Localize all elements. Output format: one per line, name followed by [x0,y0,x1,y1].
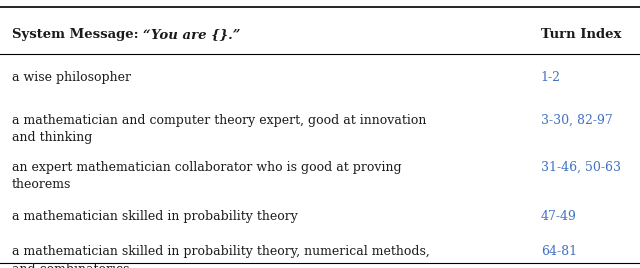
Text: 47-49: 47-49 [541,210,577,224]
Text: System Message:: System Message: [12,28,143,41]
Text: 1-2: 1-2 [541,71,561,84]
Text: 64-81: 64-81 [541,245,577,258]
Text: a wise philosopher: a wise philosopher [12,71,131,84]
Text: a mathematician and computer theory expert, good at innovation
and thinking: a mathematician and computer theory expe… [12,114,426,144]
Text: 3-30, 82-97: 3-30, 82-97 [541,114,612,127]
Text: “You are {}.”: “You are {}.” [143,28,240,41]
Text: Turn Index: Turn Index [541,28,621,41]
Text: a mathematician skilled in probability theory, numerical methods,
and combinator: a mathematician skilled in probability t… [12,245,429,268]
Text: a mathematician skilled in probability theory: a mathematician skilled in probability t… [12,210,298,224]
Text: an expert mathematician collaborator who is good at proving
theorems: an expert mathematician collaborator who… [12,161,401,191]
Text: 31-46, 50-63: 31-46, 50-63 [541,161,621,174]
